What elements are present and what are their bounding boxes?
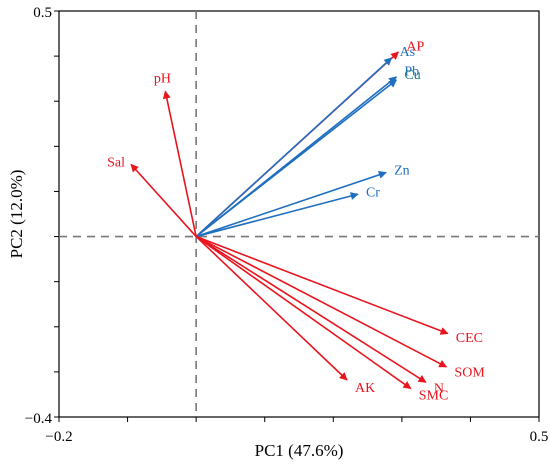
vector-som-arrow [195, 235, 448, 368]
vector-smc-arrow [195, 235, 412, 390]
vector-ak-label: AK [355, 381, 375, 396]
x-axis-title: PC1 (47.6%) [255, 441, 344, 460]
plot-frame [58, 10, 540, 418]
vector-cec-label: CEC [456, 331, 483, 346]
vector-smc-label: SMC [419, 388, 449, 403]
axis-ticks [54, 10, 540, 422]
y-axis-title: PC2 (12.0%) [7, 170, 26, 259]
vector-pb-label: Pb [404, 65, 419, 80]
x-tick-label-max: 0.5 [530, 429, 549, 445]
vector-as-label: As [400, 45, 416, 60]
x-tick-label-min: −0.2 [45, 429, 72, 445]
vector-cu-label: Cu [404, 68, 420, 83]
vector-zn-arrow [195, 171, 387, 238]
y-tick-label-max: 0.5 [33, 5, 52, 21]
vector-zn-label: Zn [394, 163, 410, 178]
vector-sal-label: Sal [107, 155, 125, 170]
vector-as-arrow [195, 57, 393, 238]
vector-n-label: N [434, 382, 444, 397]
vector-cr-label: Cr [366, 186, 380, 201]
vector-som-label: SOM [454, 366, 485, 381]
vector-cu-arrow [195, 79, 398, 238]
y-tick-label-min: −0.4 [25, 411, 53, 427]
vector-ap-label: AP [406, 39, 424, 54]
vector-ak-arrow [195, 235, 348, 381]
vector-ph-label: pH [154, 72, 171, 87]
vector-sal-arrow [130, 163, 197, 238]
vector-n-arrow [195, 235, 427, 383]
vector-ph-arrow [162, 90, 197, 237]
vector-cec-arrow [195, 235, 449, 335]
vector-cr-arrow [195, 192, 359, 238]
